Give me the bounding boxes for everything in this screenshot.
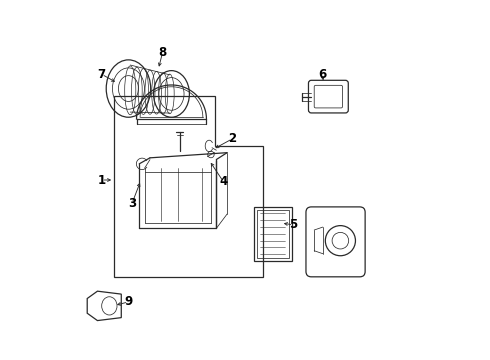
Text: 8: 8 xyxy=(158,46,167,59)
Text: 9: 9 xyxy=(124,296,133,309)
Bar xyxy=(257,210,289,258)
Text: 7: 7 xyxy=(98,68,106,81)
Text: 5: 5 xyxy=(289,218,297,231)
Text: 2: 2 xyxy=(228,132,237,145)
Text: 1: 1 xyxy=(98,174,106,186)
Text: 4: 4 xyxy=(220,175,228,188)
Text: 3: 3 xyxy=(128,197,136,210)
Bar xyxy=(254,207,292,261)
Text: 6: 6 xyxy=(318,68,326,81)
